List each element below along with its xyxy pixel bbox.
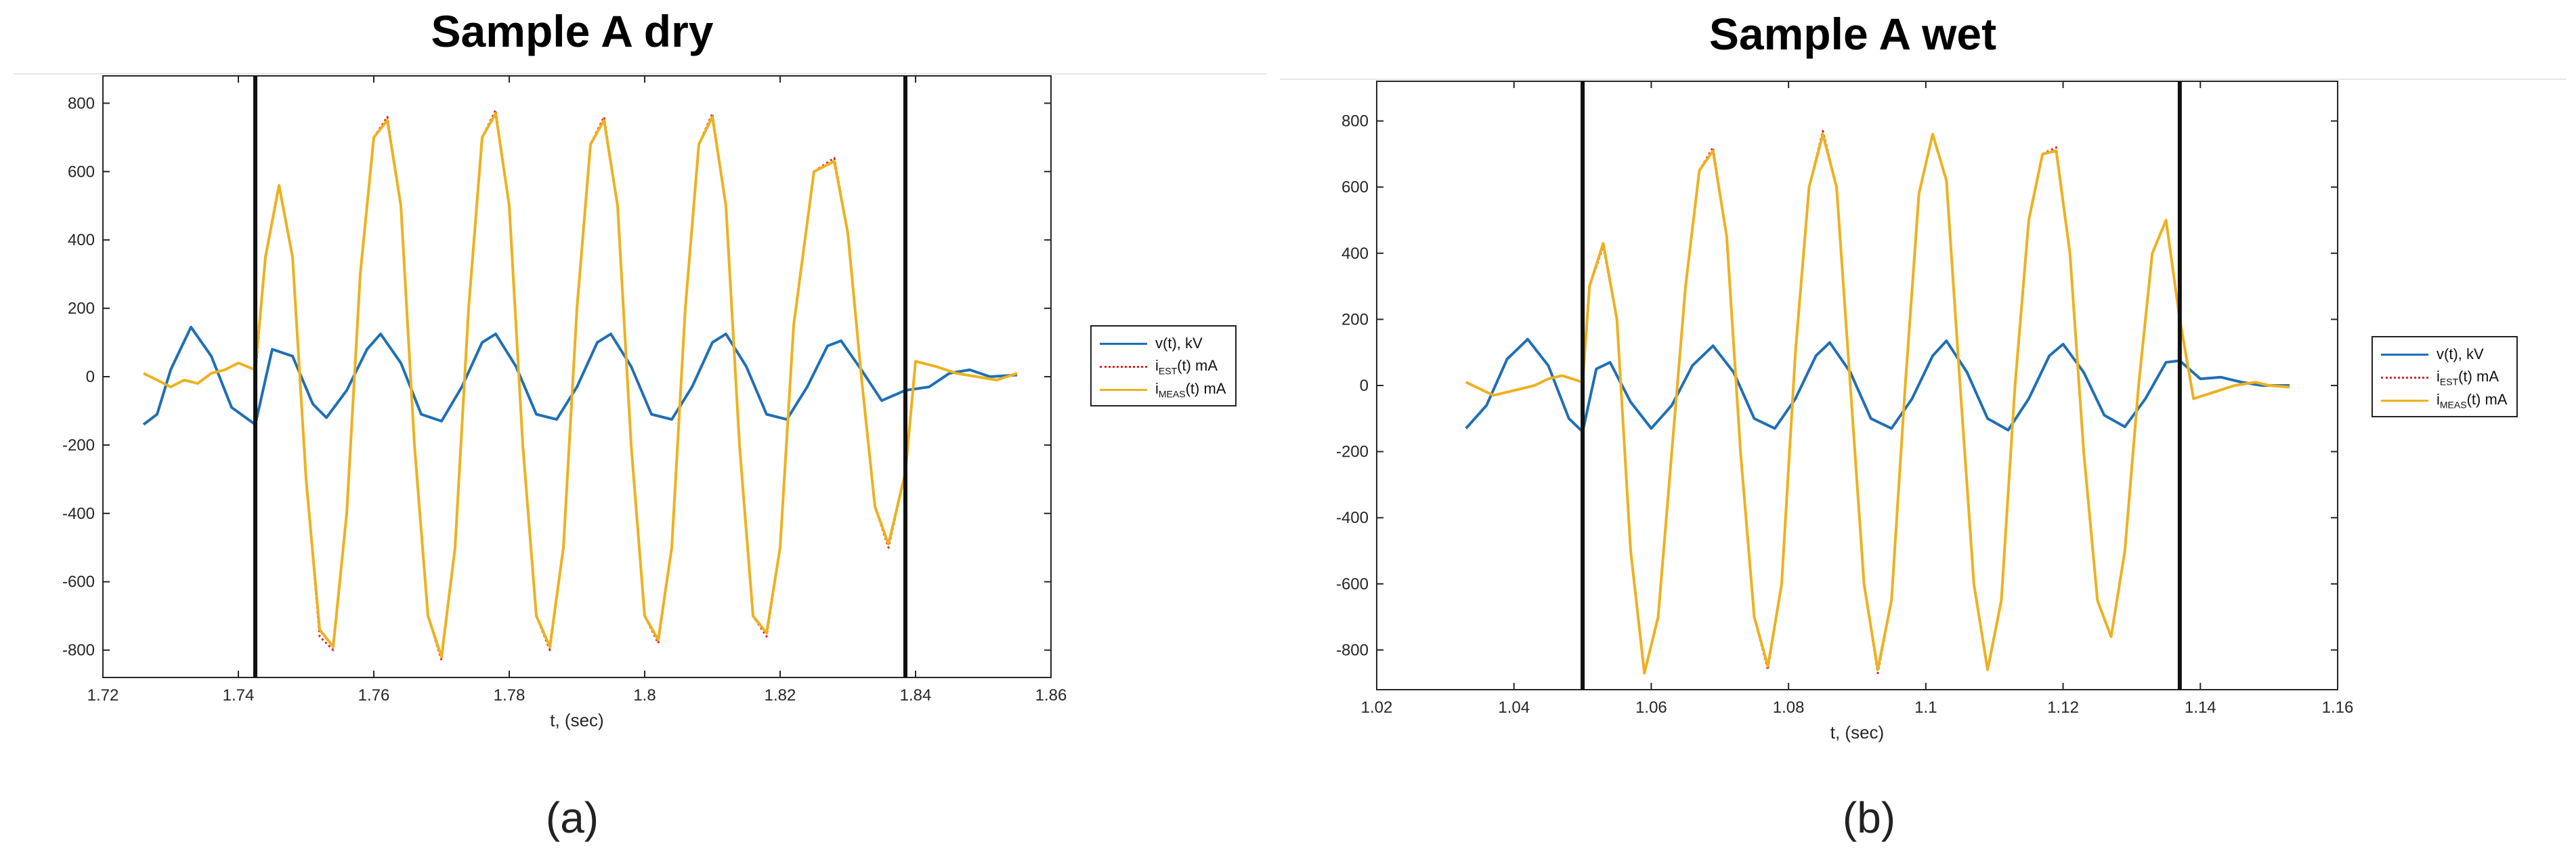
x-tick-label: 1.74: [223, 686, 255, 705]
x-tick-label: 1.16: [2322, 698, 2354, 717]
y-tick-label: -200: [62, 436, 95, 455]
x-tick-label: 1.12: [2047, 698, 2079, 717]
y-tick-label: -600: [62, 573, 95, 591]
title-separator: [1280, 79, 2567, 80]
legend-label: iMEAS(t) mA: [1155, 379, 1226, 400]
legend-swatch-imeas: [2381, 399, 2428, 402]
x-tick-label: 1.1: [1914, 698, 1937, 717]
panel-title: Sample A dry: [431, 6, 714, 56]
legend-label: iEST(t) mA: [1155, 356, 1218, 377]
y-tick-label: -800: [62, 642, 95, 660]
plot-area: 1.02 1.04 1.06 1.08 1.1 1.12 1.14 1.16 -800 -600 -…: [1336, 81, 2353, 743]
x-tick-label: 1.72: [87, 686, 119, 705]
x-tick-label: 1.78: [494, 686, 525, 705]
x-tick-label: 1.06: [1635, 698, 1667, 717]
series-line-0: [142, 325, 1018, 426]
y-tick-label: -400: [1336, 509, 1369, 527]
y-tick-label: 800: [1341, 112, 1369, 131]
panel-sample-a-wet: Sample A wet 1.02 1.04 1.06 1.08 1.1 1.12 1.14…: [1280, 0, 2576, 857]
chart-legend: v(t), kV iEST(t) mA iMEAS(t) mA: [1090, 325, 1237, 406]
y-tick-label: 400: [1341, 245, 1369, 263]
x-tick-label: 1.86: [1035, 686, 1067, 705]
y-tick-label: 800: [68, 94, 95, 112]
y-tick-label: 0: [86, 368, 95, 386]
series-line-2: [1465, 133, 2290, 675]
x-tick-label: 1.02: [1361, 698, 1393, 717]
y-tick-label: 400: [68, 231, 95, 249]
legend-item: iEST(t) mA: [2381, 366, 2507, 389]
legend-item: v(t), kV: [2381, 343, 2507, 366]
legend-label: v(t), kV: [1155, 335, 1203, 352]
y-tick-label: -600: [1336, 575, 1369, 593]
chart-legend: v(t), kV iEST(t) mA iMEAS(t) mA: [2371, 336, 2518, 417]
x-tick-label: 1.76: [358, 686, 390, 705]
y-tick-label: 200: [1341, 310, 1369, 329]
legend-label: iEST(t) mA: [2437, 367, 2499, 388]
x-tick-label: 1.04: [1498, 698, 1530, 717]
x-tick-label: 1.14: [2185, 698, 2216, 717]
y-tick-label: -800: [1336, 641, 1369, 659]
x-axis-label: t, (sec): [550, 710, 603, 730]
legend-swatch-v: [1100, 342, 1147, 345]
legend-label: iMEAS(t) mA: [2437, 390, 2508, 411]
legend-swatch-v: [2381, 353, 2428, 356]
panel-title: Sample A wet: [1709, 9, 1997, 59]
y-tick-label: 600: [1341, 178, 1369, 196]
legend-swatch-iest: [2381, 376, 2428, 379]
y-tick-label: 600: [68, 163, 95, 181]
legend-swatch-imeas: [1100, 388, 1147, 391]
x-axis-label: t, (sec): [1830, 722, 1884, 743]
legend-swatch-iest: [1100, 365, 1147, 368]
legend-item: v(t), kV: [1100, 332, 1226, 355]
x-tick-label: 1.84: [900, 686, 932, 705]
axes-box: [102, 75, 1052, 678]
y-tick-label: -200: [1336, 443, 1369, 461]
x-tick-label: 1.08: [1773, 698, 1805, 717]
panel-label: (a): [545, 793, 599, 842]
line-chart: 1.72 1.74 1.76 1.78 1.8 1.82 1.84 1.86 -800 -600 -…: [62, 75, 1067, 730]
legend-item: iMEAS(t) mA: [2381, 389, 2507, 412]
y-tick-label: -400: [62, 505, 95, 523]
panel-label: (b): [1842, 793, 1896, 842]
legend-item: iEST(t) mA: [1100, 355, 1226, 378]
title-separator: [14, 73, 1266, 75]
legend-label: v(t), kV: [2437, 346, 2484, 362]
x-tick-label: 1.8: [633, 686, 656, 705]
y-tick-label: 200: [68, 299, 95, 318]
x-tick-label: 1.82: [765, 686, 796, 705]
series-line-2: [143, 112, 1018, 659]
plot-area: 1.72 1.74 1.76 1.78 1.8 1.82 1.84 1.86 -800 -600 -…: [62, 75, 1067, 730]
legend-item: iMEAS(t) mA: [1100, 378, 1226, 401]
series-line-0: [1465, 337, 2290, 434]
panel-sample-a-dry: Sample A dry 1.72 1.74 1.76 1.78 1.8 1.82 1.84…: [0, 0, 1280, 857]
line-chart: 1.02 1.04 1.06 1.08 1.1 1.12 1.14 1.16 -800 -600 -…: [1336, 81, 2353, 743]
y-tick-label: 0: [1360, 377, 1369, 395]
